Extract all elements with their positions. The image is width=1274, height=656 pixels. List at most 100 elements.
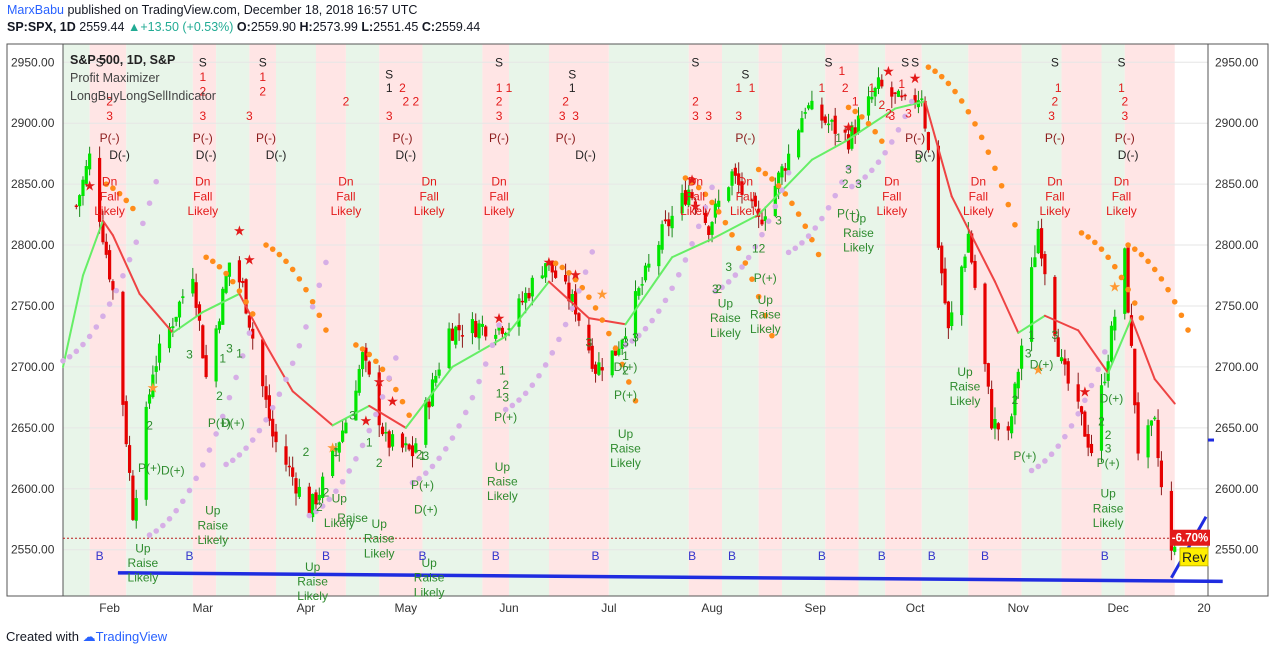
- candle-body: [1033, 257, 1037, 268]
- signal-label: Dn: [1114, 175, 1129, 189]
- signal-band: [781, 44, 826, 596]
- signal-label: B: [981, 549, 989, 563]
- author-link[interactable]: MarxBabu: [7, 3, 64, 17]
- signal-label: B: [728, 549, 736, 563]
- psar-dot-violet: [589, 249, 596, 255]
- candle: [1113, 309, 1117, 341]
- signal-label: Up: [372, 517, 388, 531]
- candle-body: [1089, 443, 1094, 454]
- ema-line-segment: [810, 140, 847, 161]
- psar-dot-orange: [103, 181, 110, 187]
- candle-body: [78, 195, 82, 207]
- psar-dot-orange: [283, 258, 289, 265]
- signal-label: Likely: [1040, 204, 1071, 218]
- signal-band: [688, 44, 723, 596]
- psar-dot-violet: [642, 325, 649, 332]
- signal-star-icon: ★: [569, 266, 582, 282]
- candle: [896, 89, 901, 98]
- signal-label: 2: [1098, 415, 1105, 429]
- signal-label: Raise: [1093, 501, 1124, 515]
- candle-body: [966, 233, 970, 253]
- signal-label: 1: [506, 81, 513, 95]
- candle-body: [823, 116, 827, 123]
- signal-label: D(-): [915, 148, 936, 162]
- candle: [1086, 424, 1090, 457]
- signal-label: S: [901, 55, 909, 69]
- psar-dot-violet: [569, 305, 576, 312]
- signal-band: [1101, 44, 1125, 596]
- candle-body: [334, 448, 338, 451]
- psar-dot-violet: [719, 284, 725, 291]
- candle: [787, 144, 791, 175]
- tradingview-brand-link[interactable]: TradingView: [95, 629, 168, 644]
- candle: [890, 81, 894, 109]
- candle-body: [573, 291, 578, 315]
- ema-line-segment: [671, 237, 714, 259]
- candle-body: [593, 364, 598, 374]
- candle: [264, 375, 268, 409]
- psar-dot-violet: [223, 461, 229, 468]
- candle: [121, 290, 125, 417]
- candle-body: [104, 241, 108, 255]
- signal-label: Raise: [750, 308, 781, 322]
- signal-label: B: [592, 549, 600, 563]
- signal-label: Raise: [950, 379, 981, 393]
- signal-label: 3: [502, 390, 509, 404]
- signal-label: 3: [1121, 109, 1128, 123]
- psar-dot-violet: [662, 297, 669, 304]
- candle: [986, 362, 990, 395]
- ema-line-segment: [1130, 317, 1156, 381]
- y-tick-label-left: 2950.00: [11, 55, 55, 69]
- signal-star-icon: ★: [147, 380, 160, 396]
- psar-dot-violet: [276, 391, 283, 398]
- signal-label: Dn: [195, 175, 210, 189]
- signal-label: Likely: [414, 585, 445, 599]
- signal-label: Fall: [969, 189, 988, 203]
- candle: [963, 254, 967, 273]
- signal-label: Raise: [128, 556, 159, 570]
- signal-label: P(+): [1013, 449, 1036, 463]
- psar-dot-violet: [549, 350, 556, 356]
- candle: [390, 430, 395, 451]
- price-chart[interactable]: 2950.00 2950.00 2900.00 2900.00 2850.00 2850.…: [0, 38, 1274, 626]
- signal-label: Likely: [128, 571, 159, 585]
- candle-body: [853, 127, 857, 136]
- candle: [597, 352, 601, 376]
- psar-dot-violet: [849, 183, 855, 190]
- psar-dot-violet: [146, 200, 153, 207]
- candle: [640, 277, 644, 295]
- signal-label: Up: [332, 492, 348, 506]
- candle-body: [577, 313, 581, 321]
- candle-body: [637, 288, 641, 296]
- candle: [750, 198, 754, 209]
- candle-body: [311, 493, 315, 518]
- candle: [660, 220, 664, 254]
- candle-body: [357, 369, 361, 393]
- candle-body: [237, 260, 242, 283]
- psar-dot-violet: [333, 488, 339, 495]
- candle: [157, 334, 162, 371]
- candle-body: [1063, 358, 1067, 365]
- candle: [437, 362, 441, 379]
- psar-dot-orange: [612, 345, 619, 352]
- rev-badge: [1179, 547, 1209, 567]
- candle-body: [564, 274, 568, 282]
- candle: [261, 337, 265, 398]
- candle-body: [780, 166, 784, 178]
- candle-body: [1056, 337, 1060, 357]
- candle: [241, 277, 245, 288]
- psar-dot-violet: [80, 341, 86, 348]
- candle-body: [773, 185, 777, 216]
- candle-body: [963, 256, 967, 268]
- signal-label: D(-): [196, 148, 217, 162]
- candle: [780, 163, 784, 185]
- signal-star-icon: ★: [233, 222, 246, 238]
- signal-label: B: [492, 549, 500, 563]
- psar-dot-violet: [819, 215, 825, 222]
- signal-label: 3: [496, 109, 503, 123]
- candle: [434, 370, 438, 387]
- chart-frame: [6, 43, 1269, 597]
- signal-label: S: [825, 55, 833, 69]
- signal-label: 2: [1052, 94, 1059, 108]
- candle-body: [134, 498, 138, 521]
